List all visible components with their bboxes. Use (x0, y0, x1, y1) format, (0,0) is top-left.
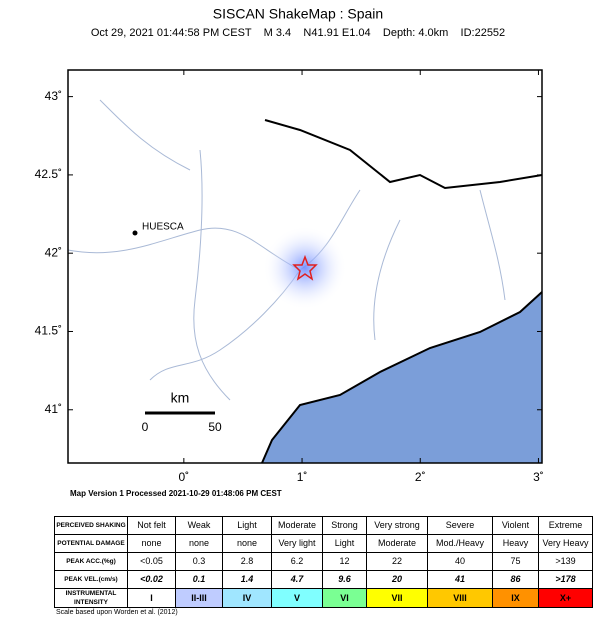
table-cell: Strong (322, 516, 367, 535)
table-row: INSTRUMENTAL INTENSITY I II-III IV V VI VII VII… (54, 588, 593, 608)
table-cell: Moderate (366, 534, 428, 553)
table-cell: 6.2 (271, 552, 323, 571)
row-label: PERCEIVED SHAKING (54, 516, 128, 535)
y-tick-label: 41.5˚ (35, 324, 62, 338)
shaking-intensity (263, 226, 347, 310)
border (264, 119, 543, 190)
table-cell: 20 (366, 570, 428, 589)
table-cell: 40 (427, 552, 493, 571)
table-cell: 1.4 (222, 570, 272, 589)
x-tick-label: 0˚ (179, 470, 190, 484)
x-tick-label: 2˚ (415, 470, 426, 484)
table-cell: 41 (427, 570, 493, 589)
table-cell: VII (366, 588, 428, 608)
table-cell: VIII (427, 588, 493, 608)
row-label: PEAK VEL.(cm/s) (54, 570, 128, 589)
y-tick-label: 42˚ (45, 245, 62, 259)
table-cell: >178 (538, 570, 593, 589)
table-cell: VI (322, 588, 367, 608)
map-frame (67, 69, 543, 464)
table-cell: Extreme (538, 516, 593, 535)
scale-label: 0 (142, 420, 149, 434)
subtitle: Oct 29, 2021 01:44:58 PM CEST M 3.4 N41.… (91, 27, 505, 39)
table-cell: Mod./Heavy (427, 534, 493, 553)
table-cell: Very light (271, 534, 323, 553)
table-cell: 22 (366, 552, 428, 571)
map: SISCAN ShakeMap : Spain Oct 29, 2021 01:… (35, 6, 544, 498)
coastline (261, 291, 543, 464)
x-tick-label: 3˚ (533, 470, 544, 484)
table-cell: Moderate (271, 516, 323, 535)
table-cell: none (175, 534, 223, 553)
table-cell: X+ (538, 588, 593, 608)
y-tick-label: 42.5˚ (35, 167, 62, 181)
row-label: POTENTIAL DAMAGE (54, 534, 128, 553)
table-cell: 0.3 (175, 552, 223, 571)
table-row: POTENTIAL DAMAGE none none none Very light Li… (54, 534, 593, 553)
table-cell: <0.05 (127, 552, 176, 571)
table-cell: 4.7 (271, 570, 323, 589)
table-cell: Very strong (366, 516, 428, 535)
table-cell: Severe (427, 516, 493, 535)
y-tick-label: 41˚ (45, 402, 62, 416)
table-row: PEAK ACC.(%g) <0.05 0.3 2.8 6.2 12 22 40 75 >139 (54, 552, 593, 571)
title: SISCAN ShakeMap : Spain (213, 6, 383, 22)
table-row: PEAK VEL.(cm/s) <0.02 0.1 1.4 4.7 9.6 20 41 86 >1… (54, 570, 593, 589)
table-cell: 0.1 (175, 570, 223, 589)
city-label: HUESCA (142, 222, 184, 233)
scale-unit: km (171, 390, 190, 406)
table-cell: <0.02 (127, 570, 176, 589)
table-cell: Violent (492, 516, 539, 535)
table-cell: IX (492, 588, 539, 608)
scale-label: 50 (208, 420, 222, 434)
city-marker (132, 230, 138, 236)
footer: Map Version 1 Processed 2021-10-29 01:48… (70, 489, 282, 498)
x-tick-label: 1˚ (297, 470, 308, 484)
table-row: PERCEIVED SHAKING Not felt Weak Light Modera… (54, 516, 593, 535)
table-cell: >139 (538, 552, 593, 571)
table-cell: Light (322, 534, 367, 553)
table-cell: Heavy (492, 534, 539, 553)
y-tick-label: 43˚ (45, 89, 62, 103)
rivers (67, 99, 506, 401)
table-cell: 75 (492, 552, 539, 571)
table-cell: 9.6 (322, 570, 367, 589)
table-cell: I (127, 588, 176, 608)
table-cell: 2.8 (222, 552, 272, 571)
table-cell: Very Heavy (538, 534, 593, 553)
table-cell: Light (222, 516, 272, 535)
table-cell: II-III (175, 588, 223, 608)
table-cell: Not felt (127, 516, 176, 535)
table-cell: V (271, 588, 323, 608)
table-cell: none (127, 534, 176, 553)
table-cell: 86 (492, 570, 539, 589)
note: Scale based upon Worden et al. (2012) (56, 609, 178, 616)
table-cell: Weak (175, 516, 223, 535)
epicenter (292, 254, 318, 281)
table-cell: 12 (322, 552, 367, 571)
intensity-table: PERCEIVED SHAKING Not felt Weak Light Modera… (54, 516, 593, 608)
table-cell: none (222, 534, 272, 553)
table-cell: IV (222, 588, 272, 608)
row-label: INSTRUMENTAL INTENSITY (54, 588, 128, 608)
row-label: PEAK ACC.(%g) (54, 552, 128, 571)
